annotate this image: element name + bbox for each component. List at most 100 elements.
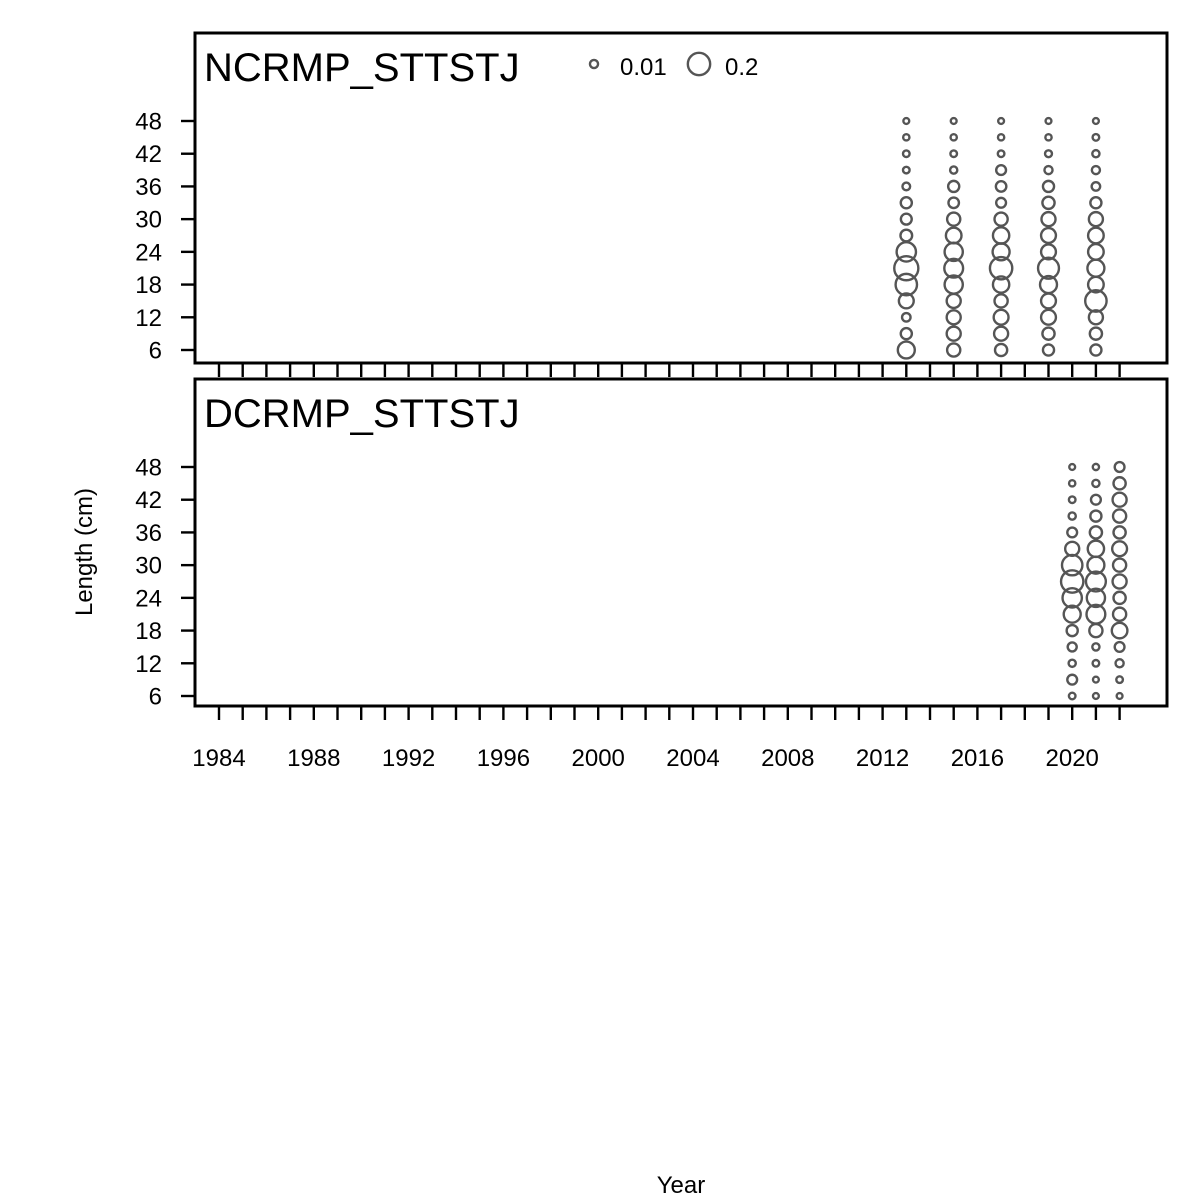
bubble-point — [994, 179, 1008, 193]
bubble-point — [1086, 258, 1106, 278]
bubble-point — [948, 165, 959, 175]
bubble-point — [1111, 491, 1128, 508]
bubble-point — [1061, 586, 1084, 609]
bubble-point — [1091, 658, 1101, 668]
bubble-point — [993, 211, 1009, 227]
y-tick-label: 36 — [135, 520, 162, 547]
y-tick-label: 24 — [135, 239, 162, 266]
bubble-point — [896, 340, 916, 360]
bubble-point — [1088, 525, 1104, 540]
bubble-point — [1112, 590, 1127, 606]
bubble-point — [996, 149, 1006, 159]
bubble-point — [1084, 570, 1108, 593]
x-axis-title: Year — [657, 1172, 706, 1199]
bubble-point — [1040, 210, 1057, 228]
bubble-point — [1066, 641, 1078, 653]
bubble-point — [1063, 540, 1081, 558]
bubble-point — [893, 254, 920, 282]
bubble-point — [945, 211, 962, 227]
bubble-point — [1039, 226, 1058, 245]
bubble-point — [1090, 180, 1102, 192]
bubble-point — [1091, 691, 1101, 701]
panel-bottom-frame — [193, 377, 1169, 708]
y-tick-label: 24 — [135, 585, 162, 612]
panel-top: NCRMP_STTSTJ 0.01 0.2 6 12 18 24 30 36 42 48 — [135, 31, 1169, 377]
bubble-point — [949, 116, 958, 126]
x-tick-label: 2008 — [761, 745, 814, 772]
bubble-point — [1111, 606, 1128, 622]
bubble-point — [1088, 622, 1104, 639]
x-tick-label: 1988 — [287, 745, 340, 772]
bubble-point — [1091, 675, 1101, 684]
bubble-point — [1038, 274, 1059, 295]
bubble-point — [946, 179, 961, 194]
legend-label: 0.01 — [620, 54, 667, 81]
legend-bubble — [588, 58, 600, 70]
bubble-point — [993, 293, 1009, 309]
bubble-point — [945, 309, 962, 326]
y-tick-label: 36 — [135, 174, 162, 201]
size-legend: 0.01 0.2 — [588, 51, 758, 81]
y-tick-label: 12 — [135, 305, 162, 332]
bubble-point — [899, 212, 913, 226]
bubble-point — [1114, 658, 1125, 669]
bubble-point — [1067, 495, 1077, 505]
bubble-point — [899, 228, 914, 243]
bubble-point — [1066, 526, 1079, 539]
bubble-point — [1086, 242, 1105, 261]
y-axis-title: Length (cm) — [71, 488, 98, 616]
bubble-point — [943, 257, 965, 279]
bubble-point — [1111, 508, 1128, 524]
bubble-point — [949, 133, 959, 142]
bubble-point — [1036, 256, 1061, 280]
bubble-point — [1043, 164, 1054, 176]
bubble-point — [991, 275, 1011, 294]
bubble-point — [1111, 573, 1128, 590]
bubble-point — [1113, 640, 1126, 654]
y-tick-label: 30 — [135, 207, 162, 234]
y-tick-label: 18 — [135, 272, 162, 299]
bubble-point — [1067, 479, 1077, 488]
bubble-point — [1041, 195, 1056, 211]
y-tick-label: 12 — [135, 651, 162, 678]
bubble-point — [995, 196, 1008, 209]
bubble-point — [1067, 658, 1077, 669]
x-tick-label: 2000 — [572, 745, 625, 772]
y-tick-label: 42 — [135, 141, 162, 168]
bubble-point — [996, 133, 1006, 142]
bubble-point — [1044, 116, 1053, 126]
bubble-point — [1039, 243, 1058, 261]
bubble-point — [1111, 557, 1128, 573]
x-tick-label: 1992 — [382, 745, 435, 772]
bubble-point — [992, 308, 1010, 326]
bubble-point — [1066, 673, 1079, 686]
bubble-point — [949, 149, 959, 159]
bubble-point — [900, 311, 912, 323]
panel-bottom-label: DCRMP_STTSTJ — [204, 392, 520, 436]
bubble-point — [992, 325, 1010, 342]
y-tick-label: 42 — [135, 487, 162, 514]
bubble-point — [991, 226, 1011, 245]
y-tick-label: 48 — [135, 109, 162, 136]
bubble-point — [1088, 326, 1104, 341]
x-tick-label: 1996 — [477, 745, 530, 772]
bubble-point — [1067, 511, 1077, 521]
legend-bubble — [686, 51, 712, 77]
bubble-point — [897, 292, 915, 310]
panel-bottom-y-axis: 6 12 18 24 30 36 42 48 — [135, 455, 195, 711]
bubble-point — [1091, 116, 1101, 126]
bubble-point — [1112, 476, 1127, 491]
bubble-point — [1089, 343, 1103, 357]
panel-top-label: NCRMP_STTSTJ — [204, 46, 520, 90]
panel-bottom-bubbles — [1059, 460, 1129, 701]
y-tick-label: 30 — [135, 553, 162, 580]
bubble-point — [1087, 309, 1105, 326]
bubble-point — [988, 255, 1014, 281]
panel-top-y-axis: 6 12 18 24 30 36 42 48 — [135, 109, 195, 365]
bubble-point — [899, 326, 914, 341]
legend-label: 0.2 — [725, 54, 758, 81]
x-tick-label: 2012 — [856, 745, 909, 772]
bubble-point — [1110, 621, 1129, 640]
bubble-point — [902, 116, 911, 126]
panel-top-bubbles — [893, 116, 1108, 360]
